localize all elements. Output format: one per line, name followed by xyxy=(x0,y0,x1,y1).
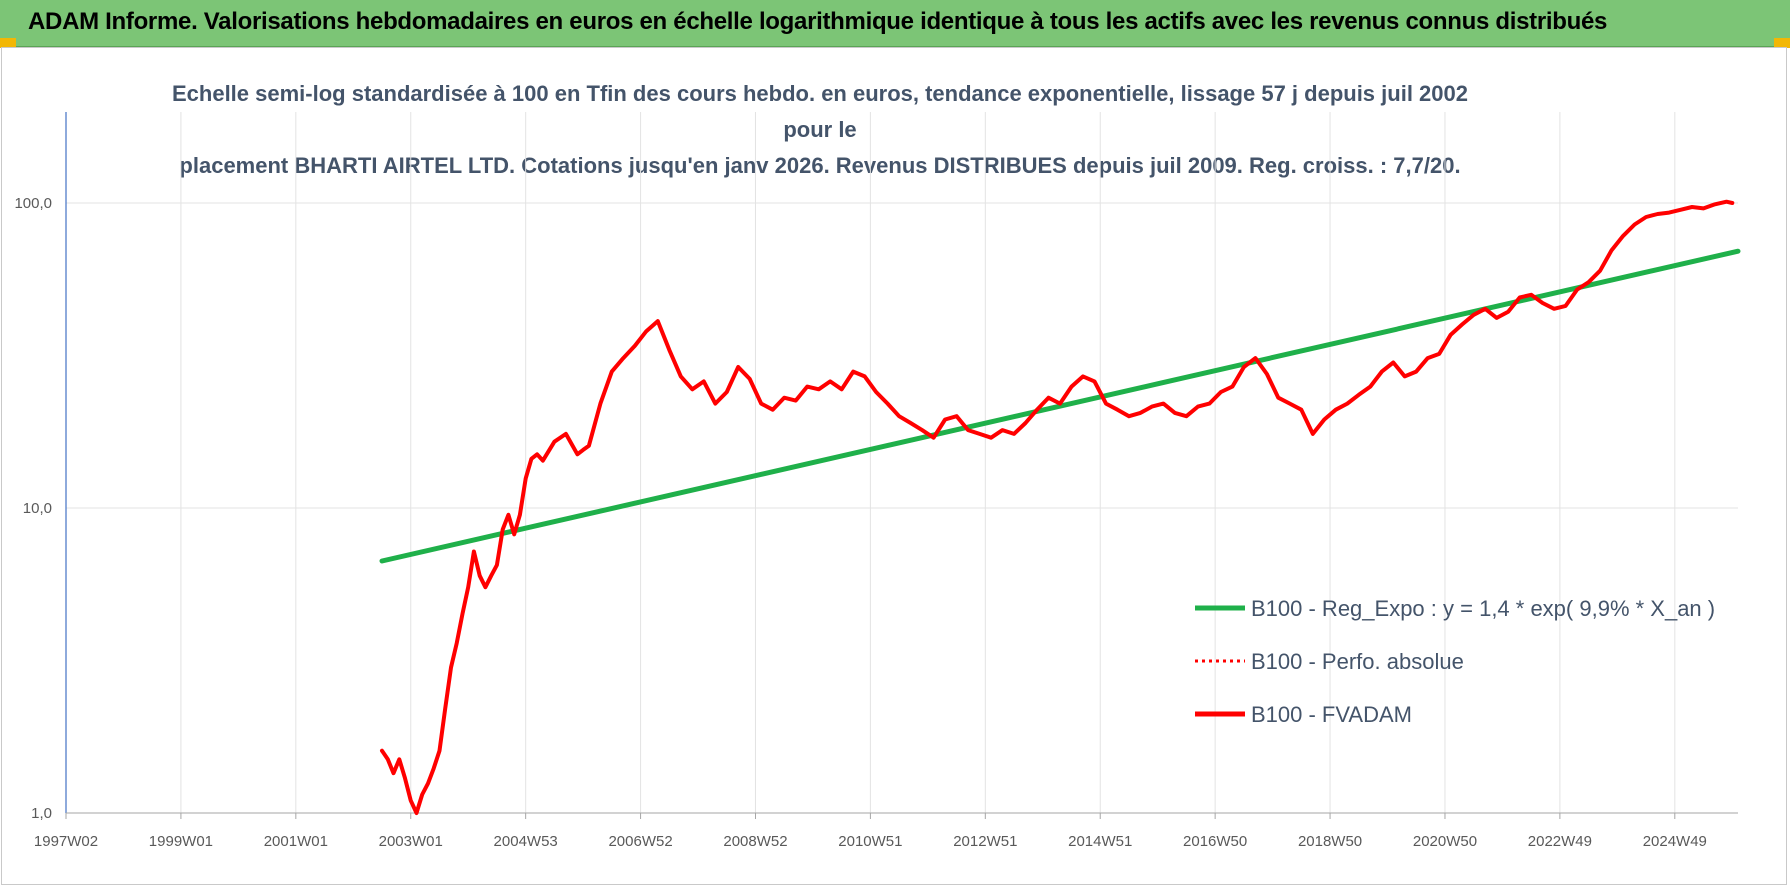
chart-subtitle: Echelle semi-log standardisée à 100 en T… xyxy=(170,76,1470,184)
chart-subtitle-line-1: Echelle semi-log standardisée à 100 en T… xyxy=(171,81,1468,142)
y-tick-label: 10,0 xyxy=(23,500,52,517)
corner-marker-left xyxy=(0,38,16,48)
series-line-regression xyxy=(379,248,1741,564)
corner-marker-right xyxy=(1774,38,1790,48)
x-tick-label: 2010W51 xyxy=(838,833,902,850)
x-tick-label: 1999W01 xyxy=(149,833,213,850)
y-tick-label: 100,0 xyxy=(14,195,52,212)
legend: B100 - Reg_Expo : y = 1,4 * exp( 9,9% * … xyxy=(1195,596,1715,727)
page-title: ADAM Informe. Valorisations hebdomadaire… xyxy=(28,8,1608,35)
x-tick-label: 2014W51 xyxy=(1068,833,1132,850)
x-tick-label: 2003W01 xyxy=(379,833,443,850)
x-tick-label: 2008W52 xyxy=(723,833,787,850)
grid-horizontal xyxy=(66,202,1738,814)
x-tick-label: 1997W02 xyxy=(34,833,98,850)
x-tick-label: 2012W51 xyxy=(953,833,1017,850)
x-tick-label: 2018W50 xyxy=(1298,833,1362,850)
chart-subtitle-line-2: placement BHARTI AIRTEL LTD. Cotations j… xyxy=(179,153,1461,178)
x-tick-label: 2016W50 xyxy=(1183,833,1247,850)
legend-label-regression: B100 - Reg_Expo : y = 1,4 * exp( 9,9% * … xyxy=(1251,596,1715,621)
x-tick-label: 2001W01 xyxy=(264,833,328,850)
x-tick-label: 2020W50 xyxy=(1413,833,1477,850)
series-line-fvadam xyxy=(380,199,1735,815)
x-tick-labels: 1997W02 1999W01 2001W01 2003W01 2004W53 2006W… xyxy=(34,833,1707,850)
y-tick-label: 1,0 xyxy=(31,805,52,822)
y-tick-labels: 1,0 10,0 100,0 xyxy=(14,195,52,822)
series-layer xyxy=(379,199,1741,815)
legend-label-fvadam: B100 - FVADAM xyxy=(1251,702,1412,727)
x-tick-label: 2022W49 xyxy=(1528,833,1592,850)
x-tick-label: 2024W49 xyxy=(1643,833,1707,850)
grid-vertical xyxy=(65,112,1676,819)
title-banner: ADAM Informe. Valorisations hebdomadaire… xyxy=(0,0,1790,47)
x-tick-label: 2004W53 xyxy=(494,833,558,850)
chart-frame xyxy=(1,47,1787,885)
legend-label-perfo: B100 - Perfo. absolue xyxy=(1251,649,1464,674)
x-tick-label: 2006W52 xyxy=(608,833,672,850)
